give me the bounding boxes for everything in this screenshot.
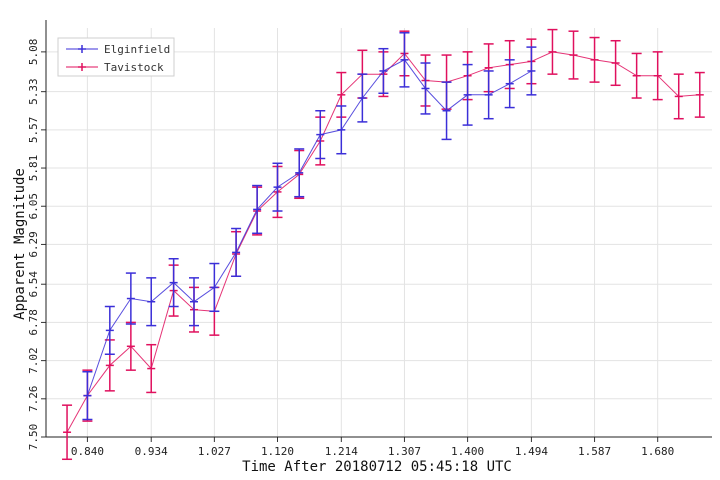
data-point-elginfield [441, 81, 452, 141]
y-tick-label: 6.78 [27, 309, 40, 336]
data-point-elginfield [336, 105, 347, 155]
data-point-tavistock [589, 36, 600, 83]
data-point-elginfield [483, 70, 494, 120]
y-tick-label: 7.02 [27, 347, 40, 374]
data-point-elginfield [526, 46, 537, 96]
series-elginfield [82, 32, 537, 421]
data-point-tavistock [125, 321, 136, 371]
y-tick-label: 6.05 [27, 193, 40, 220]
data-point-tavistock [673, 73, 684, 120]
x-tick-label: 1.680 [641, 445, 674, 458]
data-point-elginfield [272, 162, 283, 212]
x-tick-label: 0.934 [135, 445, 168, 458]
data-point-tavistock [547, 28, 558, 75]
grid [46, 28, 712, 438]
y-tick-label: 5.81 [27, 155, 40, 182]
data-point-elginfield [294, 148, 305, 198]
data-point-tavistock [568, 30, 579, 80]
y-axis-title: Apparent Magnitude [12, 168, 28, 320]
y-tick-label: 6.29 [27, 231, 40, 258]
data-point-tavistock [146, 343, 157, 394]
data-point-elginfield [209, 262, 220, 313]
data-point-elginfield [504, 59, 515, 109]
x-tick-label: 0.840 [71, 445, 104, 458]
data-point-elginfield [378, 47, 389, 94]
axes: 0.840 0.934 1.027 1.120 1.214 1.307 1.400 1.494… [27, 20, 712, 458]
legend-label-elginfield: Elginfield [104, 43, 170, 56]
data-point-elginfield [104, 305, 115, 355]
legend: Elginfield Tavistock [57, 37, 175, 77]
data-point-elginfield [399, 32, 410, 88]
y-tick-label: 6.54 [27, 271, 40, 298]
y-tick-label: 7.26 [27, 386, 40, 413]
x-tick-label: 1.214 [325, 445, 358, 458]
data-point-elginfield [125, 272, 136, 325]
data-point-tavistock [610, 39, 621, 87]
legend-label-tavistock: Tavistock [104, 61, 164, 74]
x-tick-label: 1.307 [388, 445, 421, 458]
data-point-tavistock [631, 52, 642, 99]
x-tick-label: 1.587 [578, 445, 611, 458]
series-line-tavistock [66, 51, 700, 433]
y-tick-label: 5.33 [27, 78, 40, 105]
data-point-elginfield [168, 258, 179, 308]
series-line-elginfield [86, 59, 532, 396]
x-tick-label: 1.027 [198, 445, 231, 458]
data-point-elginfield [82, 371, 93, 421]
x-axis-title: Time After 20180712 05:45:18 UTC [242, 459, 512, 475]
x-tick-label: 1.120 [261, 445, 294, 458]
legend-box [57, 37, 175, 77]
x-tick-label: 1.400 [451, 445, 484, 458]
data-point-tavistock [652, 51, 663, 101]
x-tick-label: 1.494 [515, 445, 548, 458]
data-point-elginfield [189, 277, 199, 327]
data-point-tavistock [694, 71, 705, 118]
data-point-elginfield [231, 227, 242, 278]
data-point-elginfield [252, 184, 263, 235]
data-point-elginfield [357, 73, 368, 123]
y-tick-label: 7.50 [27, 424, 40, 451]
data-point-elginfield [315, 110, 326, 160]
data-point-tavistock [62, 404, 73, 461]
y-tick-label: 5.08 [27, 39, 40, 66]
data-point-elginfield [462, 63, 473, 126]
data-point-elginfield [146, 277, 157, 327]
data-point-elginfield [420, 62, 431, 115]
series-layer [62, 28, 705, 461]
y-tick-label: 5.57 [27, 117, 40, 144]
